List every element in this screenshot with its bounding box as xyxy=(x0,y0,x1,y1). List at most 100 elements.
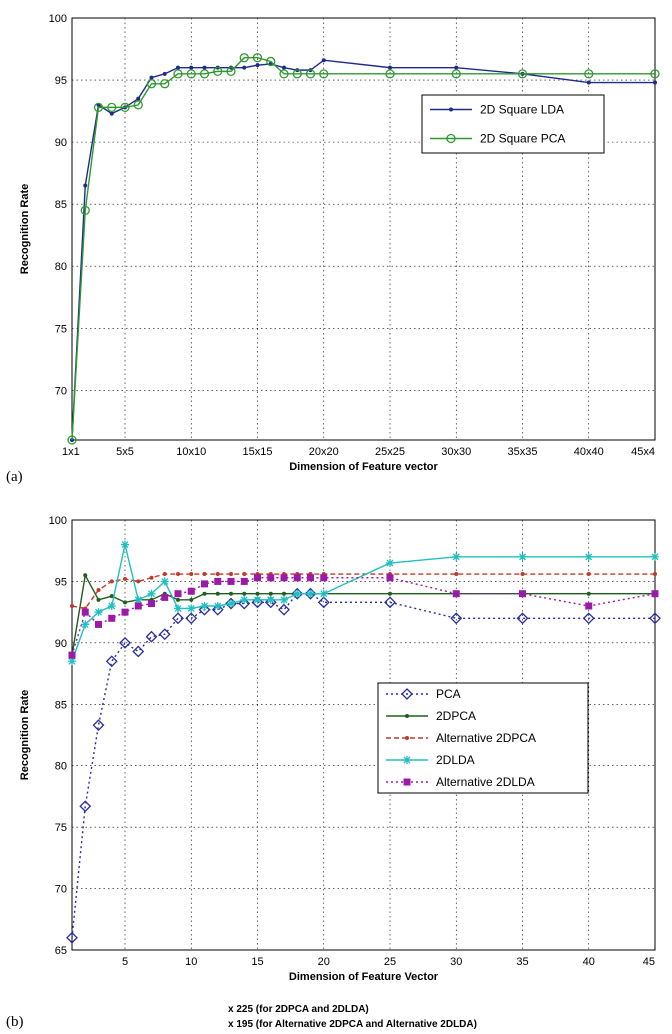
data-point xyxy=(651,590,659,598)
data-point xyxy=(70,604,74,608)
legend-marker xyxy=(446,133,456,144)
data-point xyxy=(385,69,395,79)
x-tick-label: 35x35 xyxy=(508,446,538,458)
series-pca xyxy=(66,587,661,944)
data-point xyxy=(320,574,328,582)
data-point xyxy=(93,102,104,113)
data-point xyxy=(160,577,169,586)
data-point xyxy=(174,590,182,598)
data-point xyxy=(650,69,660,79)
legend-marker xyxy=(403,756,411,764)
legend: PCA 2DPCA Alternative 2DPCA 2DLDA Alternativ… xyxy=(377,682,589,794)
y-tick-label: 95 xyxy=(55,75,67,87)
data-point xyxy=(176,65,180,70)
legend-box xyxy=(421,94,605,154)
data-point xyxy=(266,56,276,67)
data-point xyxy=(66,931,78,944)
data-point xyxy=(319,589,328,598)
data-point xyxy=(252,53,263,63)
data-point xyxy=(451,69,461,79)
dimension-note-2: x 195 (for Alternative 2DPCA and Alterna… xyxy=(228,1019,477,1030)
data-point xyxy=(307,574,314,582)
data-point xyxy=(189,572,194,577)
data-point xyxy=(388,65,392,70)
data-point xyxy=(384,596,396,609)
y-tick-label: 100 xyxy=(49,13,67,25)
data-point xyxy=(452,590,460,598)
series-2dlda xyxy=(68,540,659,666)
panel-label-a: (a) xyxy=(6,469,23,485)
y-tick-label: 80 xyxy=(55,761,67,773)
data-point xyxy=(94,608,103,617)
data-point xyxy=(280,595,288,604)
data-point xyxy=(293,589,302,598)
data-point xyxy=(321,58,326,63)
legend-marker xyxy=(405,736,409,740)
y-axis-label: Recognition Rate xyxy=(19,184,31,274)
dimension-note-1: x 225 (for 2DPCA and 2DLDA) xyxy=(228,1004,369,1015)
x-tick-label: 15 xyxy=(251,956,263,968)
data-point xyxy=(282,65,286,70)
x-tick-label: 30 xyxy=(450,956,462,968)
data-point xyxy=(109,579,114,584)
x-tick-label: 10x10 xyxy=(176,446,206,458)
data-point xyxy=(319,69,329,79)
y-tick-label: 90 xyxy=(55,137,67,149)
data-point xyxy=(452,552,461,561)
data-point xyxy=(107,102,117,113)
data-point xyxy=(388,591,392,596)
data-point xyxy=(240,577,248,585)
x-tick-label: 5 xyxy=(122,956,128,968)
data-point xyxy=(136,579,141,584)
x-tick-label: 20 xyxy=(318,956,330,968)
data-point xyxy=(386,574,394,582)
data-point xyxy=(96,597,101,602)
data-point xyxy=(147,589,156,598)
data-point xyxy=(653,80,657,85)
data-point xyxy=(225,597,237,610)
data-point xyxy=(215,591,220,596)
data-point xyxy=(133,100,143,110)
data-point xyxy=(454,572,459,577)
data-point xyxy=(518,552,527,561)
data-point xyxy=(454,65,459,70)
data-point xyxy=(149,75,154,80)
data-point xyxy=(242,65,247,70)
data-point xyxy=(255,591,260,596)
x-tick-label: 25 xyxy=(384,956,396,968)
x-tick-label: 1x1 xyxy=(62,446,80,458)
x-tick-label: 10 xyxy=(185,956,197,968)
data-point xyxy=(187,604,196,613)
data-point xyxy=(282,591,286,596)
data-point xyxy=(68,657,76,666)
x-tick-label: 30x30 xyxy=(441,446,471,458)
data-point xyxy=(185,612,198,625)
data-point xyxy=(264,596,277,609)
legend-marker xyxy=(405,714,409,718)
series-line xyxy=(71,57,655,441)
data-point xyxy=(148,600,155,608)
data-point xyxy=(109,594,114,599)
data-point xyxy=(145,630,158,643)
data-point xyxy=(105,655,118,668)
y-tick-label: 75 xyxy=(55,822,67,834)
data-point xyxy=(202,572,207,577)
data-point xyxy=(304,587,317,600)
data-point xyxy=(189,597,194,602)
data-point xyxy=(120,102,130,113)
data-point xyxy=(305,69,316,79)
plot-frame xyxy=(71,17,656,441)
data-point xyxy=(162,71,167,76)
x-axis-label: Dimension of Feature Vector xyxy=(289,971,439,983)
data-point xyxy=(119,636,131,649)
data-point xyxy=(293,574,301,582)
data-point xyxy=(134,602,142,610)
data-point xyxy=(198,603,211,616)
data-point xyxy=(267,574,275,582)
data-point xyxy=(199,69,210,79)
data-point xyxy=(255,63,260,68)
data-point xyxy=(254,574,261,582)
x-tick-label: 45x4 xyxy=(631,446,655,458)
data-point xyxy=(132,645,145,658)
data-point xyxy=(176,597,180,602)
